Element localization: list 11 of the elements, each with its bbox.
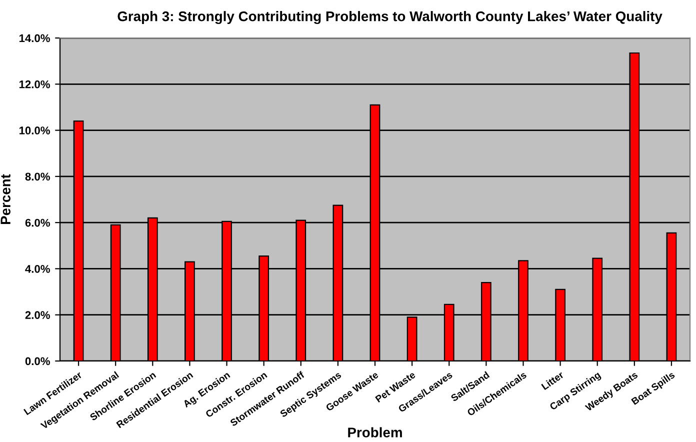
y-tick-label: 12.0% — [19, 80, 50, 88]
y-tick-label: 6.0% — [25, 218, 50, 227]
y-axis-title: Percent — [0, 174, 10, 224]
y-tick-label: 2.0% — [25, 311, 50, 319]
y-tick-label: 0.0% — [25, 357, 50, 366]
y-tick-label: 8.0% — [25, 172, 50, 181]
y-tick-label: 10.0% — [19, 126, 50, 134]
y-tick-label: 14.0% — [19, 34, 50, 42]
chart-title: Graph 3: Strongly Contributing Problems to Walworth County Lakes’ Water Quality — [118, 11, 662, 24]
x-axis-title: Problem — [348, 427, 402, 438]
y-tick-label: 4.0% — [25, 264, 50, 273]
